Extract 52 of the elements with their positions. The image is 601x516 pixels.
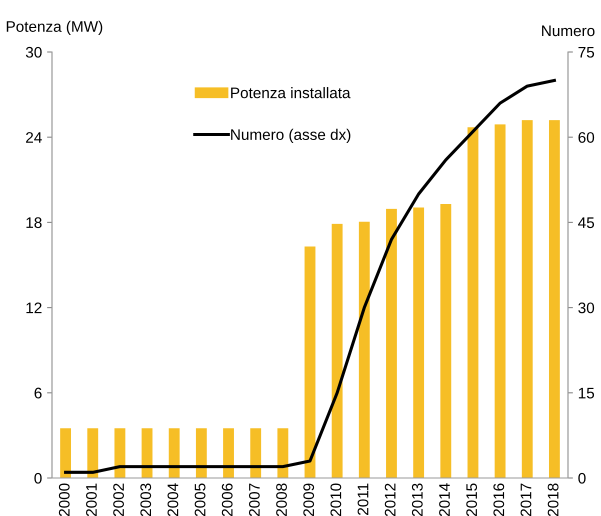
y2-tick-label: 15 bbox=[578, 388, 594, 398]
bar bbox=[386, 208, 397, 478]
x-tick-label: 2001 bbox=[86, 484, 97, 516]
bar bbox=[142, 428, 152, 478]
x-tick-label: 2017 bbox=[520, 484, 532, 516]
legend-label: Numero (asse dx) bbox=[231, 128, 350, 144]
x-tick-label: 2016 bbox=[493, 484, 504, 516]
x-tick-label: 2004 bbox=[167, 483, 178, 516]
x-tick-label: 2002 bbox=[113, 484, 124, 516]
bar bbox=[494, 124, 506, 478]
y-tick-label: 12 bbox=[26, 302, 42, 314]
y-tick-label: 30 bbox=[26, 46, 42, 58]
x-tick-label: 2008 bbox=[276, 484, 287, 516]
y2-tick-label: 0 bbox=[578, 472, 586, 484]
x-tick-label: 2012 bbox=[384, 484, 396, 516]
y-tick-label: 18 bbox=[26, 217, 42, 228]
y2-tick-label: 75 bbox=[578, 47, 594, 58]
bar bbox=[196, 428, 207, 478]
line-series bbox=[64, 78, 556, 474]
bar bbox=[358, 222, 370, 478]
bar bbox=[114, 428, 126, 478]
x-tick-label: 2010 bbox=[330, 483, 342, 516]
x-tick-label: 2006 bbox=[222, 484, 233, 516]
bar bbox=[522, 120, 533, 478]
x-tick-label: 2007 bbox=[248, 484, 260, 516]
x-tick-label: 2003 bbox=[140, 484, 152, 516]
y-tick-label: 6 bbox=[34, 388, 42, 398]
x-tick-label: 2015 bbox=[466, 484, 478, 516]
x-tick-label: 2000 bbox=[58, 483, 70, 516]
x-tick-label: 2014 bbox=[439, 483, 450, 516]
bar bbox=[332, 224, 343, 478]
x-tick-label: 2005 bbox=[194, 484, 206, 516]
x-tick-label: 2013 bbox=[412, 484, 423, 516]
bar bbox=[304, 246, 316, 478]
bar bbox=[440, 204, 452, 478]
legend-label: Potenza installata bbox=[231, 87, 350, 98]
x-tick-label: 2018 bbox=[548, 484, 559, 516]
bar bbox=[413, 207, 424, 478]
x-tick-label: 2011 bbox=[358, 484, 368, 515]
y-axis-title: Potenza (MW) bbox=[6, 20, 102, 35]
bar bbox=[548, 120, 560, 478]
y2-tick-label: 30 bbox=[578, 302, 594, 314]
bar bbox=[468, 127, 478, 478]
bar bbox=[60, 428, 72, 478]
y2-axis-title: Numero bbox=[542, 26, 595, 36]
bar bbox=[223, 428, 234, 478]
x-tick-label: 2009 bbox=[303, 484, 314, 516]
y2-tick-label: 60 bbox=[578, 132, 594, 143]
y2-tick-label: 45 bbox=[578, 217, 594, 228]
bar bbox=[277, 428, 288, 478]
y-tick-label: 24 bbox=[26, 132, 42, 143]
y-tick-label: 0 bbox=[34, 472, 42, 484]
